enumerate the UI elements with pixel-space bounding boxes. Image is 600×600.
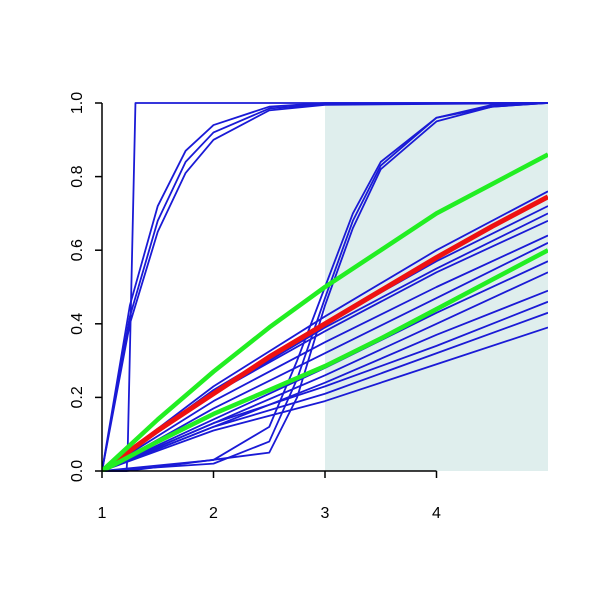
y-tick-label: 1.0 [69, 92, 86, 114]
y-tick-label: 0.8 [69, 165, 86, 187]
series-line [102, 326, 548, 472]
series-line [102, 194, 548, 472]
x-tick-label: 3 [321, 505, 330, 522]
series-line [102, 190, 548, 472]
series-line [102, 102, 548, 472]
series-line [102, 102, 548, 472]
series-line [102, 242, 548, 472]
x-tick-label: 1 [98, 505, 107, 522]
series-line [102, 152, 548, 472]
x-tick-label: 2 [209, 505, 218, 522]
series-line [102, 234, 548, 472]
series-line [102, 311, 548, 472]
series-line [102, 102, 548, 472]
series-line [102, 102, 548, 472]
y-tick-label: 0.6 [69, 239, 86, 261]
series-line [102, 300, 548, 472]
series-line [102, 248, 548, 472]
x-tick-label: 4 [432, 505, 441, 522]
y-tick-label: 0.2 [69, 386, 86, 408]
series-line [102, 102, 548, 472]
series-line [102, 102, 548, 472]
y-tick-label: 0.4 [69, 313, 86, 335]
y-tick-label: 0.0 [69, 460, 86, 482]
